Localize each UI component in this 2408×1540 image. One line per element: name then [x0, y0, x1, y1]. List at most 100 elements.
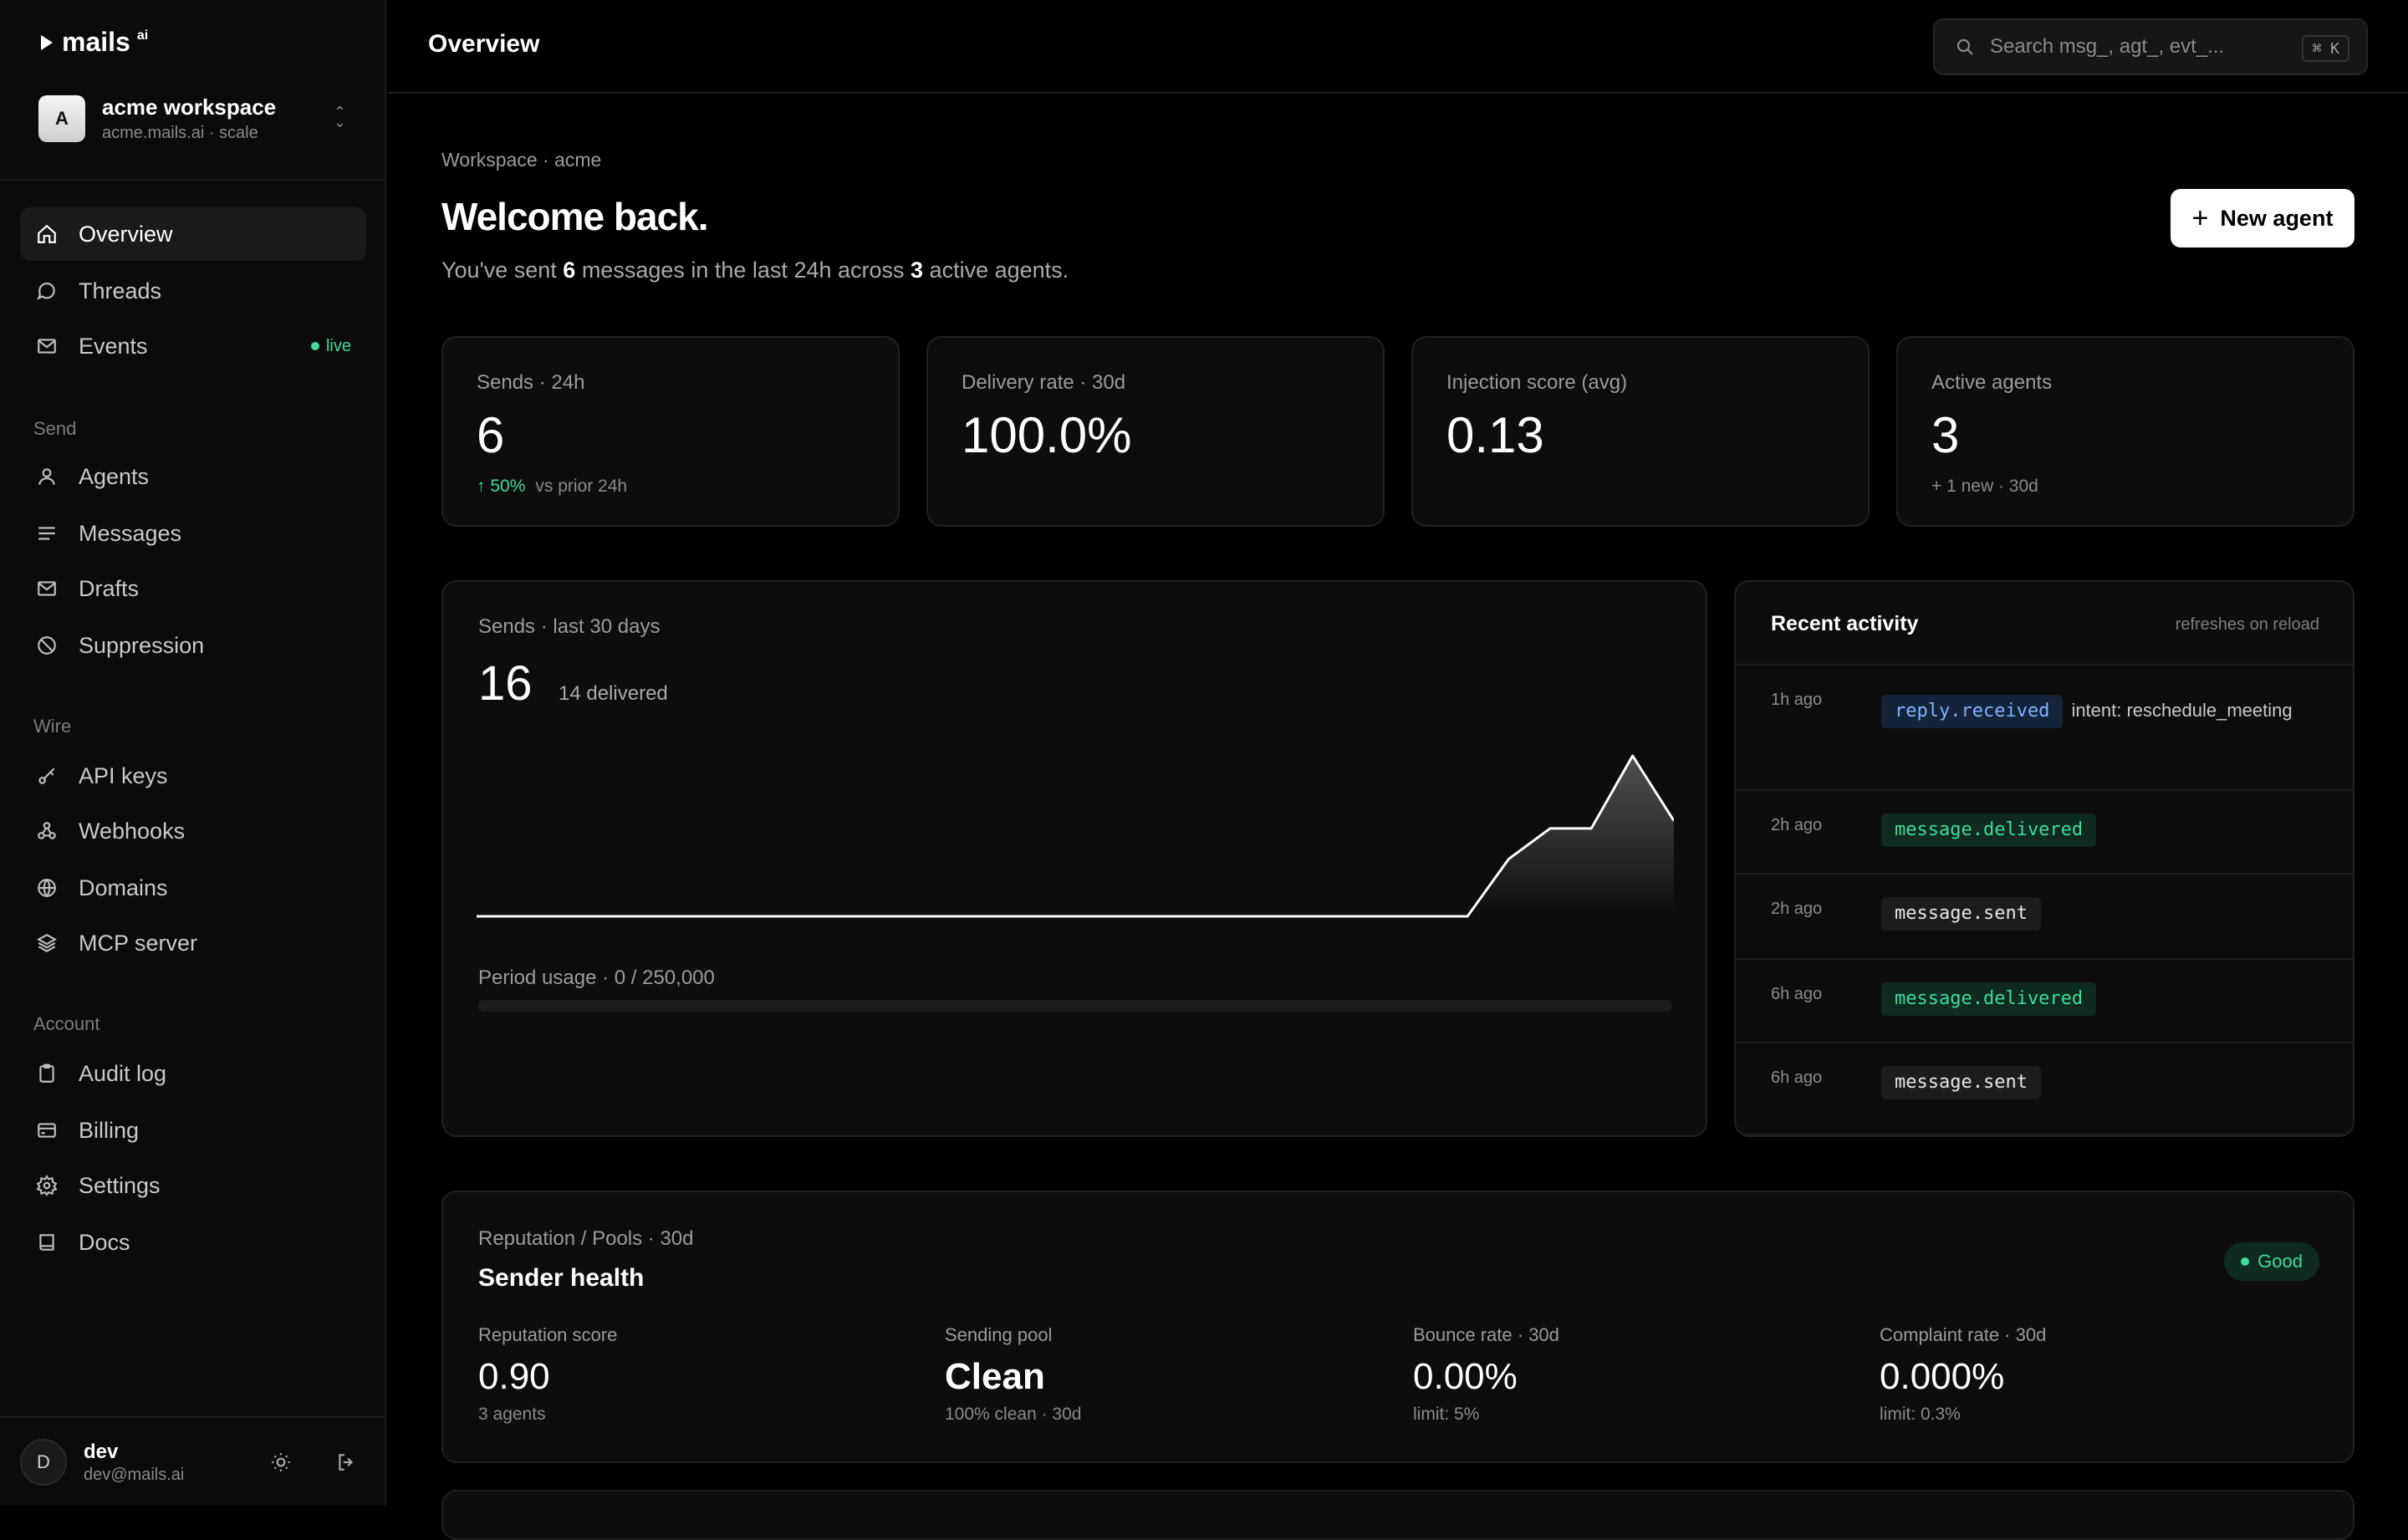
nav-item-billing[interactable]: Billing [20, 1104, 366, 1157]
activity-time: 6h ago [1771, 985, 1823, 1003]
reputation-title: Sender health [478, 1264, 645, 1292]
search-icon [1956, 38, 1973, 55]
nav-item-agents[interactable]: Agents [20, 450, 366, 503]
event-tag: reply.received [1881, 695, 2064, 728]
activity-row[interactable]: 1h ago reply.received intent: reschedule_… [1736, 665, 2353, 791]
logout-icon [339, 1454, 354, 1471]
chart-delivered: 14 delivered [559, 682, 668, 705]
chart-series-line [477, 754, 1674, 918]
event-tag: message.sent [1881, 1066, 2041, 1099]
sidebar: mails ai A acme workspace acme.mails.ai ·… [0, 0, 386, 1505]
nav-item-label: Domains [79, 875, 168, 900]
nav-item-label: Billing [79, 1117, 140, 1143]
stat-footnote: ↑ 50% vs prior 24h [477, 477, 627, 497]
user-name: dev [84, 1440, 119, 1463]
metric-complaint-rate: Complaint rate · 30d 0.000% limit: 0.3% [1880, 1324, 2046, 1425]
theme-toggle-button[interactable] [264, 1446, 298, 1479]
nav-item-audit-log[interactable]: Audit log [20, 1047, 366, 1100]
subtitle-text: messages in the last 24h across [575, 258, 911, 283]
nav-item-overview[interactable]: Overview [20, 207, 366, 261]
stat-value: 0.13 [1446, 407, 1544, 463]
activity-row[interactable]: 2h ago message.sent [1736, 875, 2353, 960]
stat-label: Sends · 24h [477, 371, 585, 394]
nav-item-messages[interactable]: Messages [20, 507, 366, 560]
nav-item-label: Overview [79, 221, 173, 247]
topbar: Overview ⌘ K [388, 0, 2408, 94]
section-label-wire: Wire [33, 716, 72, 737]
nav-item-docs[interactable]: Docs [20, 1216, 366, 1269]
stat-delta: ↑ 50% [477, 477, 526, 496]
status-dot-icon [2241, 1257, 2250, 1266]
recent-activity-card: Recent activity refreshes on reload 1h a… [1734, 580, 2354, 1137]
nav-item-label: API keys [79, 762, 168, 788]
nav-item-mcp-server[interactable]: MCP server [20, 916, 366, 970]
stat-label: Delivery rate · 30d [962, 371, 1126, 394]
usage-label: Period usage · 0 / 250,000 [478, 966, 715, 989]
workspace-avatar: A [38, 95, 85, 142]
event-tag: message.sent [1881, 897, 2041, 931]
gear-icon [35, 1174, 59, 1197]
nav-item-domains[interactable]: Domains [20, 861, 366, 915]
reputation-breadcrumb: Reputation / Pools · 30d [478, 1227, 694, 1250]
stat-label: Active agents [1931, 371, 2053, 394]
workspace-subtitle: acme.mails.ai · scale [102, 124, 258, 142]
user-menu[interactable]: D dev dev@mails.ai [20, 1433, 366, 1492]
stat-value: 3 [1931, 407, 1960, 463]
search-box[interactable]: ⌘ K [1933, 18, 2368, 75]
subtitle-agents: 3 [911, 258, 924, 283]
metric-value: 0.000% [1880, 1356, 2005, 1397]
breadcrumb: Workspace · acme [441, 149, 602, 171]
key-icon [35, 764, 59, 788]
activity-time: 1h ago [1771, 691, 1823, 709]
metric-sub: 100% clean · 30d [945, 1405, 1082, 1424]
welcome-heading: Welcome back. [441, 195, 709, 238]
activity-time: 6h ago [1771, 1068, 1823, 1087]
nav-item-webhooks[interactable]: Webhooks [20, 804, 366, 858]
nav-item-threads[interactable]: Threads [20, 264, 366, 318]
nav-item-events[interactable]: Events live [20, 319, 366, 373]
metric-value: 0.90 [478, 1356, 550, 1397]
chat-bubble-icon [35, 279, 59, 303]
activity-row[interactable]: 6h ago message.delivered [1736, 960, 2353, 1043]
activity-row[interactable]: 6h ago message.sent [1736, 1043, 2353, 1135]
usage-progress-bar [478, 1000, 1672, 1012]
stat-value: 100.0% [962, 407, 1132, 463]
layers-icon [35, 931, 59, 955]
activity-row[interactable]: 2h ago message.delivered [1736, 791, 2353, 875]
activity-note: refreshes on reload [2175, 615, 2319, 634]
logout-button[interactable] [329, 1446, 363, 1479]
user-icon [35, 465, 59, 488]
metric-sub: limit: 0.3% [1880, 1405, 1961, 1424]
nav-item-label: MCP server [79, 930, 198, 956]
metric-value: 0.00% [1413, 1356, 1518, 1397]
stat-label: Injection score (avg) [1446, 371, 1628, 394]
webhook-icon [35, 819, 59, 843]
stat-card-injection-score: Injection score (avg) 0.13 [1411, 336, 1870, 527]
event-tag: message.delivered [1881, 813, 2097, 847]
activity-body: message.sent [1881, 1060, 2316, 1104]
shortcut-hint: ⌘ K [2302, 35, 2349, 62]
live-dot-icon [310, 342, 319, 350]
metric-sub: limit: 5% [1413, 1405, 1480, 1424]
search-input[interactable] [1990, 35, 2274, 59]
metric-label: Sending pool [945, 1324, 1053, 1345]
divider [0, 179, 386, 181]
nav-item-label: Settings [79, 1172, 161, 1198]
chart-label: Sends · last 30 days [478, 615, 661, 638]
mail-icon [35, 334, 59, 358]
nav-item-drafts[interactable]: Drafts [20, 562, 366, 615]
workspace-switcher[interactable]: A acme workspace acme.mails.ai · scale ⌃… [38, 92, 349, 145]
new-agent-button[interactable]: + New agent [2171, 189, 2354, 247]
activity-body: message.delivered [1881, 977, 2316, 1020]
nav-item-api-keys[interactable]: API keys [20, 749, 366, 803]
brand-logo[interactable]: mails ai [38, 27, 148, 58]
chevron-up-down-icon: ⌃ ⌄ [333, 104, 346, 130]
nav-item-label: Agents [79, 463, 150, 489]
metric-sub: 3 agents [478, 1405, 546, 1424]
mail-icon [35, 577, 59, 600]
book-icon [35, 1231, 59, 1254]
nav-item-suppression[interactable]: Suppression [20, 619, 366, 672]
live-badge: live [310, 336, 351, 356]
nav-item-settings[interactable]: Settings [20, 1159, 366, 1212]
live-badge-label: live [325, 336, 351, 355]
